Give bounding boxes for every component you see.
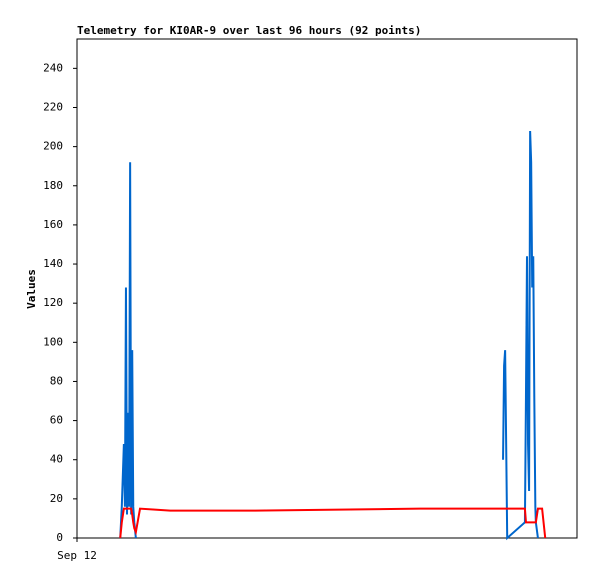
- x-tick-label: Sep 12: [57, 549, 97, 562]
- plot-frame: [76, 38, 578, 539]
- series-line: [119, 130, 539, 541]
- y-axis-label: Values: [25, 269, 38, 309]
- y-tick-label: 140: [43, 257, 63, 270]
- y-tick-label: 20: [50, 492, 63, 505]
- y-tick-label: 40: [50, 453, 63, 466]
- y-tick-label: 160: [43, 218, 63, 231]
- y-tick-label: 220: [43, 100, 63, 113]
- series-line: [119, 507, 547, 539]
- chart-title: Telemetry for KI0AR-9 over last 96 hours…: [77, 24, 421, 37]
- y-tick-label: 60: [50, 414, 63, 427]
- y-tick-label: 200: [43, 140, 63, 153]
- y-tick-label: 0: [56, 531, 63, 544]
- y-tick-label: 120: [43, 296, 63, 309]
- y-tick-label: 180: [43, 179, 63, 192]
- y-tick-label: 240: [43, 61, 63, 74]
- y-tick-label: 100: [43, 335, 63, 348]
- y-tick-label: 80: [50, 374, 63, 387]
